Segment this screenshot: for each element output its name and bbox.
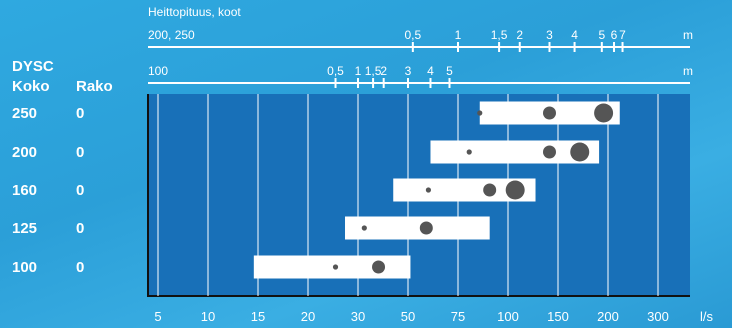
range-bar [393, 178, 536, 202]
sound-level-marker [425, 187, 432, 193]
throw-tick-label: 3 [405, 64, 412, 78]
throw-tick-label: 1,5 [365, 64, 382, 78]
throw-tick-label: 2 [380, 64, 387, 78]
sound-level-marker [570, 142, 590, 162]
throw-axis-large-unit: m [683, 28, 693, 42]
sound-level-marker [542, 106, 556, 120]
sound-level-marker [332, 264, 339, 270]
throw-tick-label: 1,5 [491, 28, 508, 42]
row-gap-label: 0 [76, 105, 84, 122]
throw-tick-label: 0,5 [404, 28, 421, 42]
size-header-line2: Koko [12, 78, 50, 95]
sound-level-marker [542, 145, 556, 159]
throw-tick-label: 5 [446, 64, 453, 78]
x-tick-label: 100 [497, 309, 519, 324]
sound-level-marker [419, 221, 433, 235]
sound-level-marker [483, 183, 497, 197]
sound-level-marker [466, 149, 472, 155]
x-tick-label: 150 [547, 309, 569, 324]
throw-tick-label: 1 [355, 64, 362, 78]
sound-level-marker [361, 225, 367, 231]
throw-tick-label: 6 [611, 28, 618, 42]
throw-tick-label: 0,5 [327, 64, 344, 78]
throw-axis-small-unit: m [683, 64, 693, 78]
x-tick-label: 10 [201, 309, 215, 324]
x-tick-label: 20 [301, 309, 315, 324]
x-tick-label: 5 [154, 309, 161, 324]
size-header-line1: DYSC [12, 58, 54, 75]
row-size-label: 125 [12, 220, 37, 237]
x-tick-label: 300 [647, 309, 669, 324]
sound-level-marker [505, 180, 525, 200]
row-gap-label: 0 [76, 220, 84, 237]
throw-tick-label: 7 [619, 28, 626, 42]
x-tick-label: 50 [401, 309, 415, 324]
x-tick-label: 200 [597, 309, 619, 324]
x-tick-label: 75 [451, 309, 465, 324]
row-gap-label: 0 [76, 182, 84, 199]
range-bar [253, 255, 411, 279]
row-size-label: 100 [12, 259, 37, 276]
throw-tick-label: 4 [571, 28, 578, 42]
sound-level-marker [477, 110, 483, 116]
throw-tick-label: 4 [427, 64, 434, 78]
throw-tick-label: 5 [598, 28, 605, 42]
row-size-label: 160 [12, 182, 37, 199]
throw-tick-label: 1 [455, 28, 462, 42]
throw-axis-small-label: 100 [148, 64, 168, 78]
row-gap-label: 0 [76, 259, 84, 276]
row-size-label: 250 [12, 105, 37, 122]
row-size-label: 200 [12, 144, 37, 161]
throw-tick-label: 3 [546, 28, 553, 42]
sound-level-marker [372, 260, 386, 274]
gap-header: Rako [76, 78, 113, 95]
row-gap-label: 0 [76, 144, 84, 161]
top-axis-title: Heittopituus, koot [148, 5, 241, 19]
range-bar [345, 216, 490, 240]
sound-level-marker [594, 103, 614, 123]
throw-tick-label: 2 [516, 28, 523, 42]
x-tick-label: 15 [251, 309, 265, 324]
x-axis-unit: l/s [700, 309, 714, 324]
throw-axis-large-label: 200, 250 [148, 28, 195, 42]
x-tick-label: 30 [351, 309, 365, 324]
range-bar [430, 140, 600, 164]
